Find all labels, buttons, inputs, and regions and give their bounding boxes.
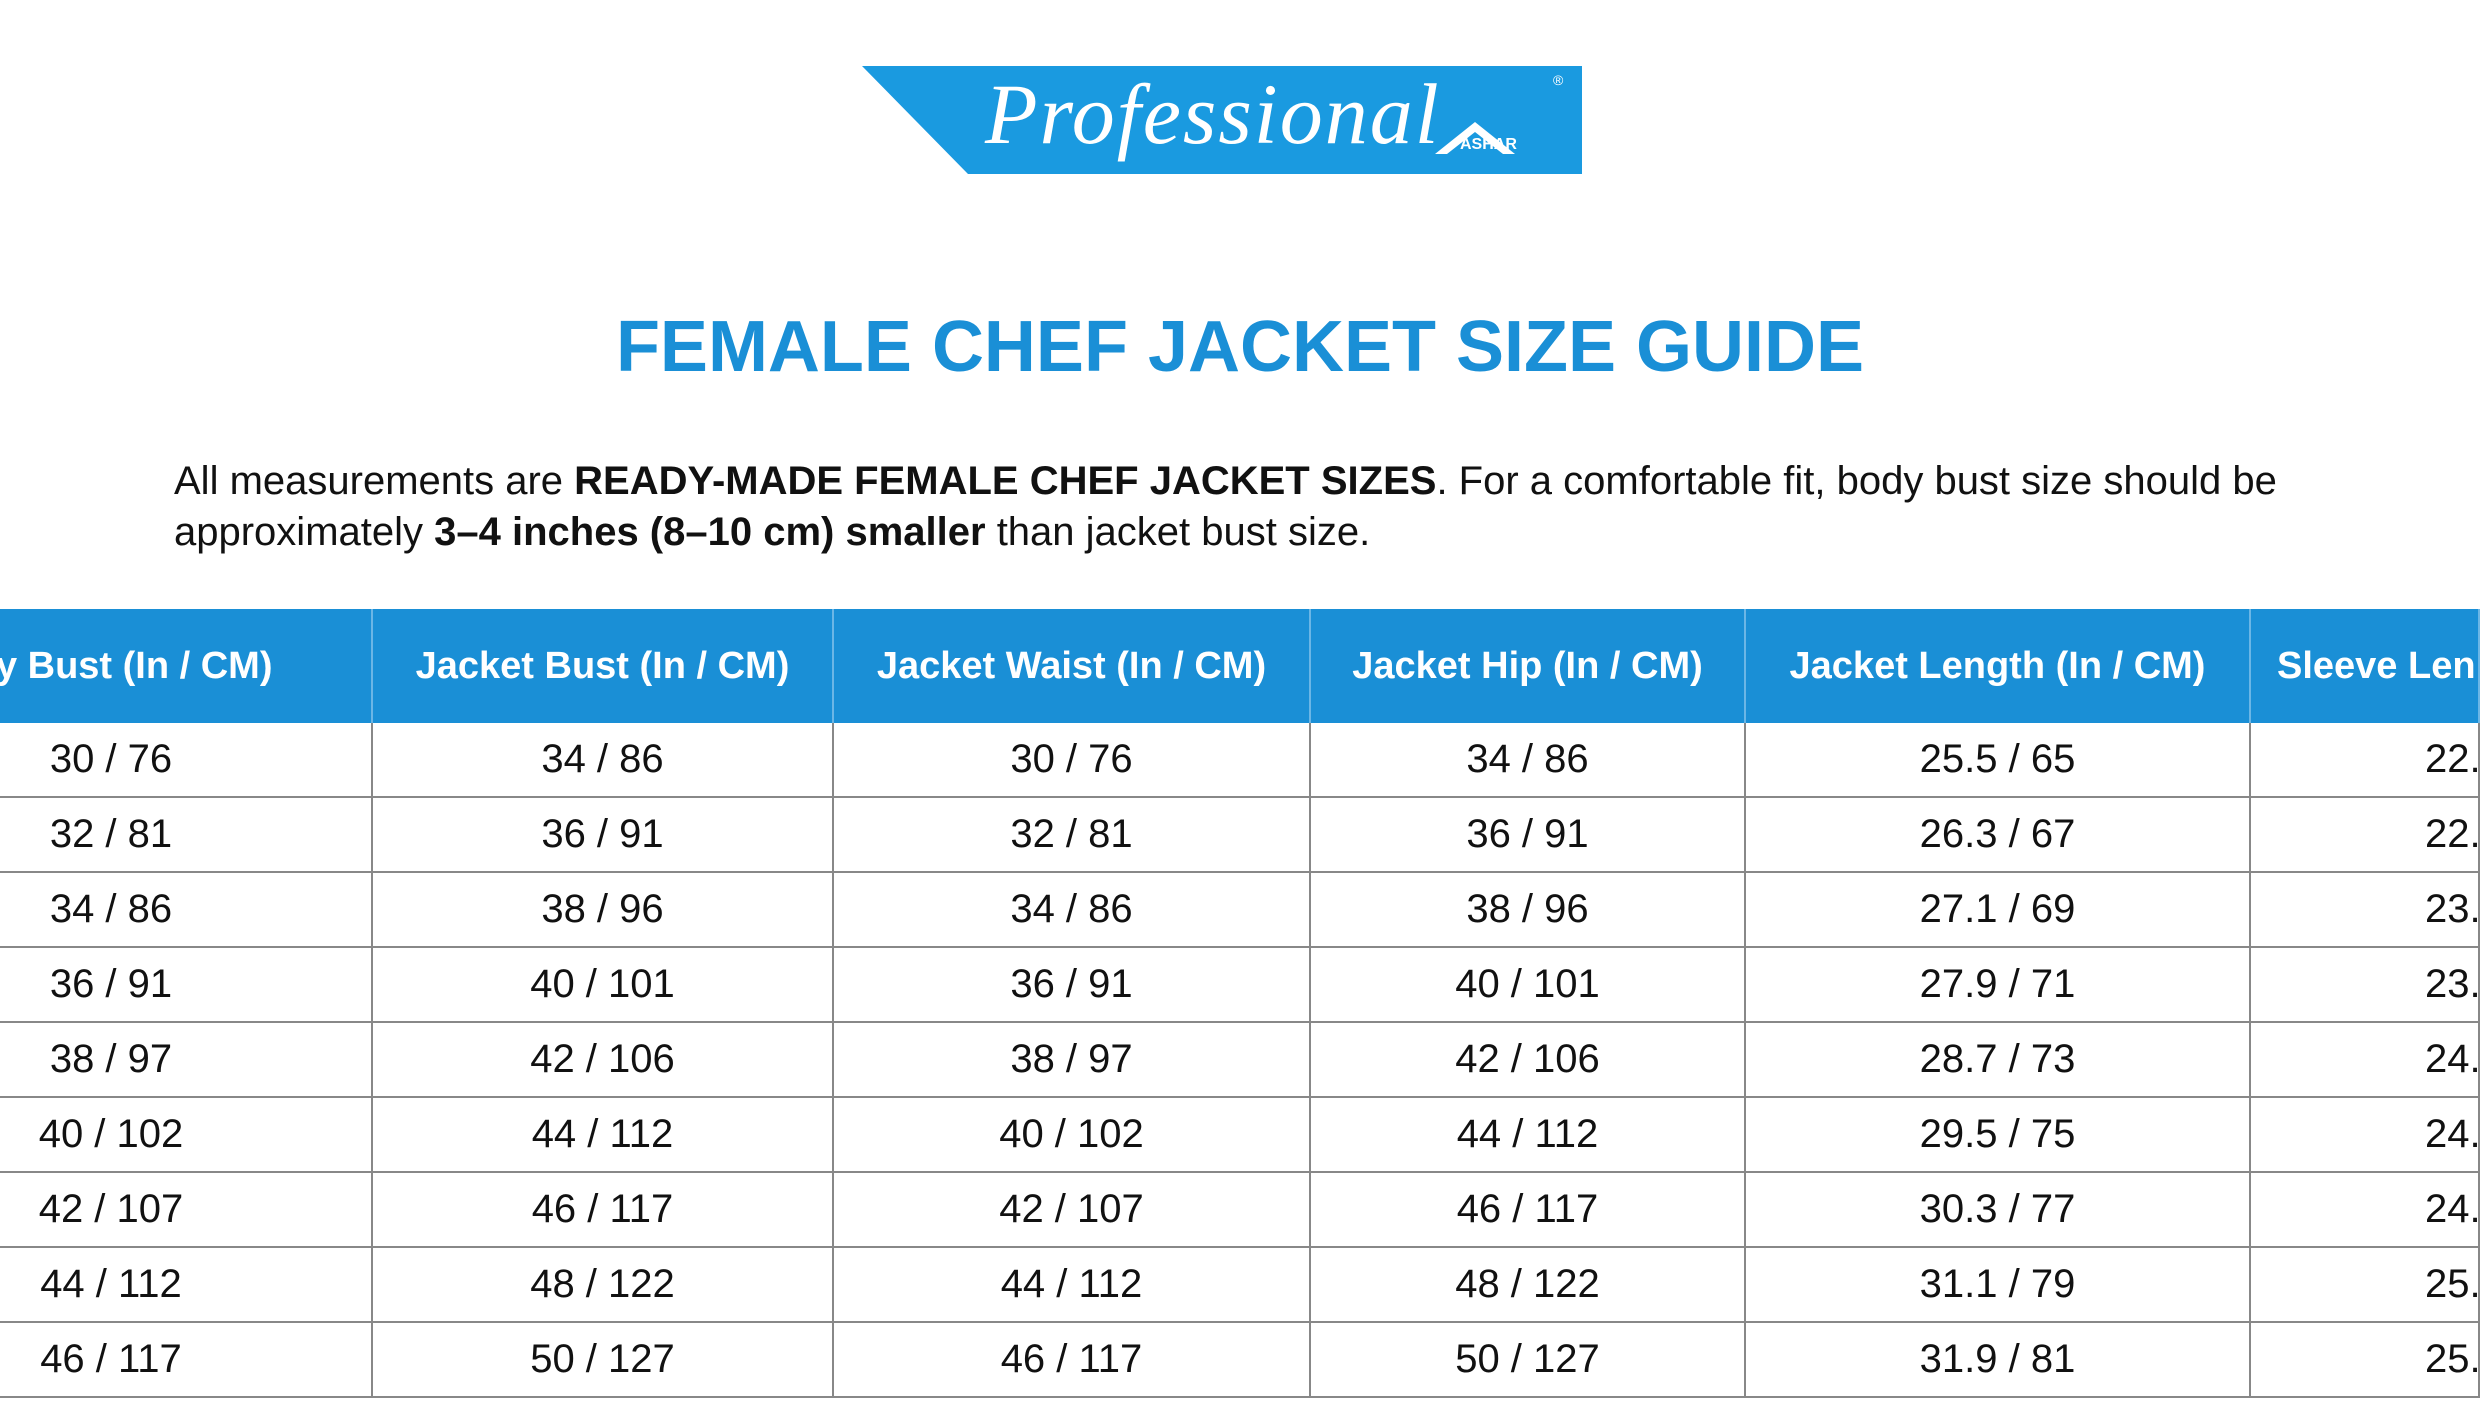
header-cell: Jacket Waist (In / CM) — [834, 609, 1311, 723]
logo-mark: ® — [1553, 72, 1564, 88]
table-cell: 28.7 / 73 — [1746, 1023, 2251, 1098]
table-cell: 31.9 / 81 — [1746, 1323, 2251, 1398]
table-cell: 27.1 / 69 — [1746, 873, 2251, 948]
table-cell: 44 / 112 — [0, 1248, 373, 1323]
table-cell: 42 / 107 — [834, 1173, 1311, 1248]
table-cell: 32 / 81 — [834, 798, 1311, 873]
logo-banner — [862, 66, 1582, 174]
table-cell: 46 / 117 — [834, 1323, 1311, 1398]
logo-text: Professional — [985, 66, 1441, 162]
size-table: ody Bust (In / CM)Jacket Bust (In / CM)J… — [0, 609, 2480, 1405]
table-cell: 40 / 102 — [0, 1098, 373, 1173]
table-cell: 48 / 122 — [1311, 1248, 1746, 1323]
table-cell: 24. — [2251, 1023, 2480, 1098]
header-cell: Sleeve Len — [2251, 609, 2480, 723]
table-cell: 25.5 / 65 — [1746, 723, 2251, 798]
table-cell: 22. — [2251, 723, 2480, 798]
table-cell: 40 / 102 — [834, 1098, 1311, 1173]
table-cell: 50 / 127 — [1311, 1323, 1746, 1398]
table-cell: 30 / 76 — [834, 723, 1311, 798]
table-cell: 36 / 91 — [834, 948, 1311, 1023]
table-cell: 38 / 97 — [834, 1023, 1311, 1098]
table-cell: 29.5 / 75 — [1746, 1098, 2251, 1173]
table-cell: 44 / 112 — [373, 1098, 834, 1173]
table-cell: 36 / 91 — [0, 948, 373, 1023]
table-cell: 46 / 117 — [1311, 1173, 1746, 1248]
table-cell: 44 / 112 — [834, 1248, 1311, 1323]
table-cell: 27.9 / 71 — [1746, 948, 2251, 1023]
table-cell: 48 / 122 — [373, 1248, 834, 1323]
table-cell: 23. — [2251, 948, 2480, 1023]
table-cell: 22. — [2251, 798, 2480, 873]
table-cell: 26.3 / 67 — [1746, 798, 2251, 873]
table-cell: 25. — [2251, 1248, 2480, 1323]
header-cell: Jacket Bust (In / CM) — [373, 609, 834, 723]
table-cell: 30.3 / 77 — [1746, 1173, 2251, 1248]
table-cell: 23. — [2251, 873, 2480, 948]
table-cell: 38 / 96 — [1311, 873, 1746, 948]
intro: All measurements are READY-MADE FEMALE C… — [174, 456, 2324, 558]
table-cell: 42 / 106 — [1311, 1023, 1746, 1098]
intro-segment: All measurements are — [174, 459, 575, 503]
table-cell: 24. — [2251, 1173, 2480, 1248]
table-cell: 46 / 117 — [373, 1173, 834, 1248]
title: FEMALE CHEF JACKET SIZE GUIDE — [615, 307, 1865, 387]
table-cell: 30 / 76 — [0, 723, 373, 798]
table-cell: 25. — [2251, 1323, 2480, 1398]
table-cell: 44 / 112 — [1311, 1098, 1746, 1173]
intro-segment: . For a comfortable fit, body bust size … — [174, 459, 2277, 554]
table-cell: 34 / 86 — [373, 723, 834, 798]
table-cell: 32 / 81 — [0, 798, 373, 873]
table-cell: 40 / 101 — [373, 948, 834, 1023]
table-cell: 38 / 96 — [373, 873, 834, 948]
logo-sub: ASHAR — [1460, 136, 1517, 153]
intro-segment: READY-MADE FEMALE CHEF JACKET SIZES — [574, 459, 1437, 503]
table-cell: 42 / 106 — [373, 1023, 834, 1098]
header-cell: Jacket Hip (In / CM) — [1311, 609, 1746, 723]
intro-segment: 3–4 inches (8–10 cm) smaller — [434, 510, 986, 554]
table-cell: 31.1 / 79 — [1746, 1248, 2251, 1323]
header-cell: ody Bust (In / CM) — [0, 609, 373, 723]
table-cell: 36 / 91 — [373, 798, 834, 873]
table-cell: 42 / 107 — [0, 1173, 373, 1248]
table-cell: 36 / 91 — [1311, 798, 1746, 873]
table-cell: 46 / 117 — [0, 1323, 373, 1398]
table-cell: 24. — [2251, 1098, 2480, 1173]
table-cell: 38 / 97 — [0, 1023, 373, 1098]
table-cell: 34 / 86 — [0, 873, 373, 948]
table-cell: 40 / 101 — [1311, 948, 1746, 1023]
header-cell: Jacket Length (In / CM) — [1746, 609, 2251, 723]
table-cell: 50 / 127 — [373, 1323, 834, 1398]
intro-segment: than jacket bust size. — [985, 510, 1371, 554]
table-cell: 34 / 86 — [834, 873, 1311, 948]
table-cell: 34 / 86 — [1311, 723, 1746, 798]
